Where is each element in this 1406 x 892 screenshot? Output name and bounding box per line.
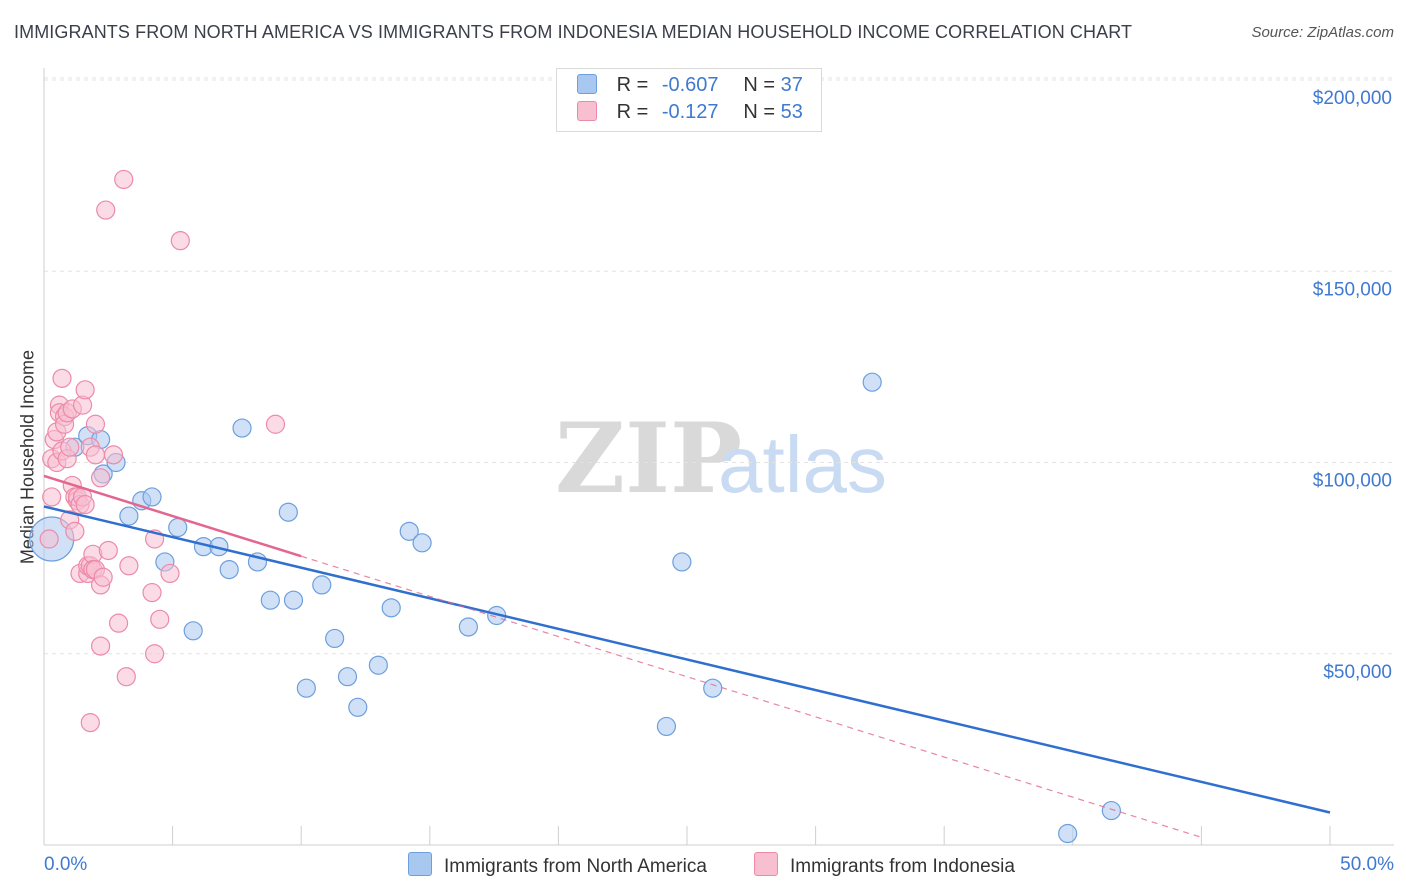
point-indonesia [75,494,95,515]
point-indonesia [52,368,72,388]
point-north-america [458,617,478,637]
point-north-america [1101,800,1121,821]
point-north-america [348,697,368,717]
point-north-america [325,628,345,649]
watermark-atlas: atlas [718,420,887,509]
bottom-legend-north-america: Immigrants from North America [408,852,707,878]
legend-swatch-indonesia [577,101,597,121]
legend-n-label: N = [743,101,776,123]
point-indonesia [85,414,106,434]
point-indonesia [65,521,85,541]
point-north-america [672,552,692,572]
legend-row-indonesia: R = -0.127 N = 53 [577,101,803,127]
bottom-legend-label: Immigrants from Indonesia [790,856,1015,877]
point-indonesia [60,437,80,457]
bottom-legend-indonesia: Immigrants from Indonesia [754,852,1015,878]
point-north-america [312,575,332,595]
point-indonesia [142,582,162,603]
y-tick-label: $150,000 [1313,279,1392,300]
x-tick-label: 50.0% [1340,854,1394,875]
point-north-america [412,533,432,553]
point-indonesia [160,563,180,584]
point-north-america [862,372,882,392]
source-label: Source: ZipAtlas.com [1251,24,1394,41]
legend-swatch-north-america [577,74,597,94]
legend-r-value: -0.127 [661,101,719,123]
bottom-legend-swatch-north-america [408,852,432,876]
bottom-legend-swatch-indonesia [754,852,778,876]
point-indonesia [103,445,124,465]
point-north-america [399,521,419,541]
x-tick-label: 0.0% [44,854,87,875]
point-indonesia [108,613,129,633]
legend-row-north-america: R = -0.607 N = 37 [577,74,803,100]
watermark-zip: ZIP [555,402,742,515]
point-indonesia [85,445,106,465]
point-north-america [337,667,358,687]
chart-title: IMMIGRANTS FROM NORTH AMERICA VS IMMIGRA… [14,22,1133,42]
trendline-indonesia [43,474,302,558]
point-north-america [142,487,162,507]
point-indonesia [90,468,111,488]
point-indonesia [119,556,139,576]
point-north-america [219,559,239,580]
point-indonesia [96,200,116,220]
point-indonesia [150,609,170,629]
point-north-america [1058,823,1078,844]
y-tick-label: $50,000 [1323,662,1392,683]
point-indonesia [144,644,165,664]
point-indonesia [80,712,100,733]
point-indonesia [75,380,95,400]
legend-n-label: N = [743,74,776,96]
point-north-america [232,418,252,438]
legend-n-value: 37 [780,74,803,96]
point-north-america [283,590,304,610]
legend-n-value: 53 [780,101,803,123]
point-north-america [278,502,298,522]
point-north-america [656,716,677,737]
trendline-indonesia-extension [301,555,1202,838]
point-indonesia [265,414,286,434]
point-north-america [168,517,188,538]
point-indonesia [114,169,134,190]
point-indonesia [98,540,118,561]
trendline-north-america [43,505,1331,814]
point-north-america [119,506,139,526]
point-indonesia [42,487,62,507]
point-indonesia [93,567,113,587]
point-indonesia [116,667,136,687]
point-north-america [296,678,316,698]
point-indonesia [90,636,111,656]
point-north-america [368,655,388,675]
bottom-legend-label: Immigrants from North America [444,856,707,877]
point-north-america [183,621,203,641]
y-tick-label: $100,000 [1313,471,1392,492]
legend-r-label: R = [616,74,649,96]
legend-r-value: -0.607 [661,74,719,96]
point-indonesia [170,231,190,251]
correlation-legend: R = -0.607 N = 37 R = -0.127 N = 53 [556,68,822,132]
point-north-america [703,678,723,698]
y-tick-label: $200,000 [1313,88,1392,109]
point-north-america [260,590,280,610]
point-indonesia [39,529,59,549]
legend-r-label: R = [616,101,649,123]
point-north-america [381,598,401,618]
